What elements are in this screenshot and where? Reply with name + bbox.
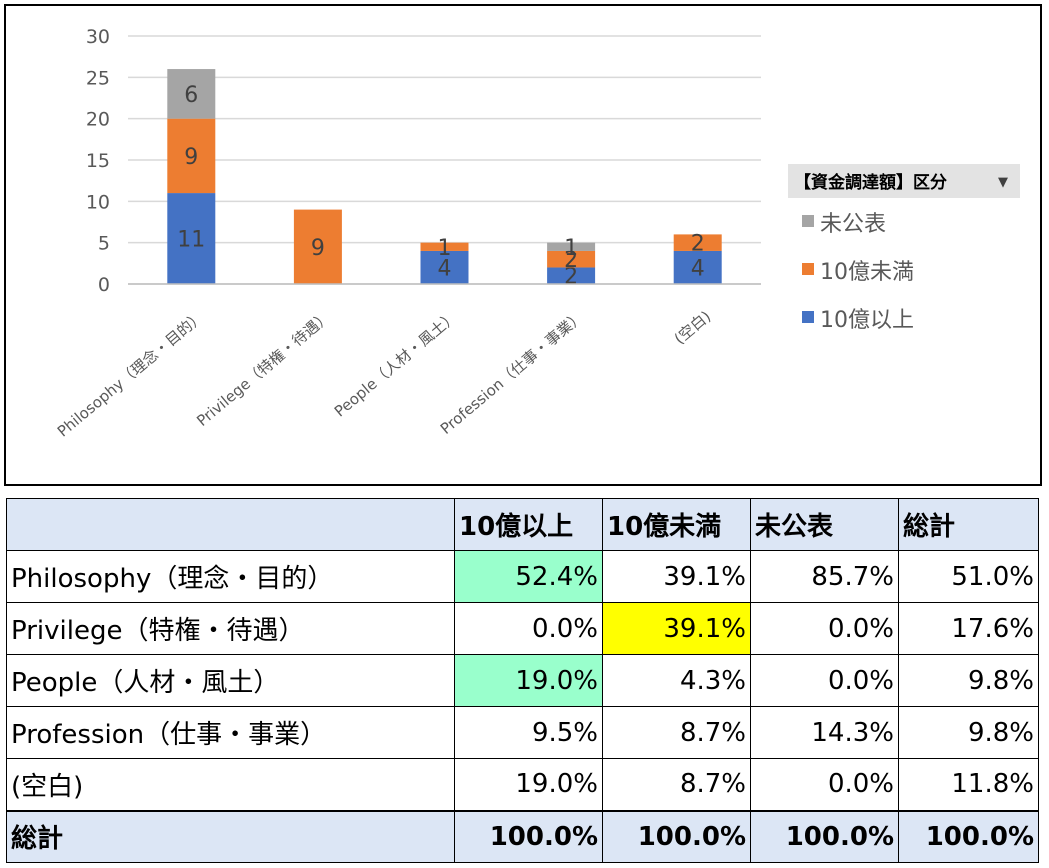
table-cell: 17.6% <box>898 602 1039 655</box>
x-tick-label: Privilege（特権・待遇） <box>193 307 334 430</box>
table-cell: 51.0% <box>898 550 1039 603</box>
table-cell: 19.0% <box>454 758 603 811</box>
data-label: 9 <box>184 145 198 170</box>
bar-segment <box>547 250 596 268</box>
legend-swatch <box>802 215 814 227</box>
y-tick-label: 0 <box>98 274 110 296</box>
legend-swatch <box>802 311 814 323</box>
bar-segment <box>167 193 216 284</box>
total-cell: 100.0% <box>602 809 751 863</box>
data-label: 2 <box>564 248 578 273</box>
data-label: 4 <box>691 256 705 281</box>
x-tick-label: Profession（仕事・事業） <box>437 307 588 438</box>
data-label: 11 <box>177 228 205 253</box>
table-cell: 9.5% <box>454 706 603 759</box>
table-cell: 0.0% <box>750 602 899 655</box>
legend-item: 10億以上 <box>820 308 914 333</box>
bar-segment <box>547 242 596 251</box>
legend-swatch <box>802 263 814 275</box>
legend-filter-button <box>788 164 1020 198</box>
table-cell: 52.4% <box>454 550 603 603</box>
legend-item: 未公表 <box>820 212 886 237</box>
table-cell: 0.0% <box>454 602 603 655</box>
data-label: 6 <box>184 83 198 108</box>
data-label: 9 <box>311 236 325 261</box>
x-tick-label: Philosophy（理念・目的） <box>54 307 208 440</box>
data-label: 1 <box>438 236 452 261</box>
bar-segment <box>167 118 216 194</box>
table-cell: 19.0% <box>454 654 603 707</box>
table-cell: 9.8% <box>898 654 1039 707</box>
bar-segment <box>293 209 342 284</box>
total-cell: 100.0% <box>750 809 899 863</box>
header-10oku-miman: 10億未満 <box>602 498 751 551</box>
table-cell: 85.7% <box>750 550 899 603</box>
pivot-chart[interactable]: 0 5 10 15 20 25 30 11 9 6 Philosophy（理念・目的） 9 Privil… <box>4 4 1042 486</box>
table-cell: 9.8% <box>898 706 1039 759</box>
table-row: Privilege（特権・待遇） 0.0% 39.1% 0.0% 17.6% <box>6 602 1039 655</box>
x-tick-label: (空白) <box>671 307 715 348</box>
header-mikouhyou: 未公表 <box>750 498 899 551</box>
table-cell: 39.1% <box>602 602 751 655</box>
row-label: Philosophy（理念・目的） <box>6 550 455 603</box>
chevron-down-icon: ▼ <box>998 175 1008 190</box>
legend-title: 【資金調達額】区分 <box>794 172 947 193</box>
header-total: 総計 <box>898 498 1039 551</box>
y-tick-label: 30 <box>86 26 110 48</box>
row-label: People（人材・風土） <box>6 654 455 707</box>
table-header-row: 10億以上 10億未満 未公表 総計 <box>6 498 1039 551</box>
table-cell: 0.0% <box>750 654 899 707</box>
table-cell: 0.0% <box>750 758 899 811</box>
y-tick-label: 5 <box>98 233 110 255</box>
x-tick-label: People（人材・風土） <box>331 307 461 420</box>
header-10oku-ijou: 10億以上 <box>454 498 603 551</box>
chart-canvas: 0510152025301196Philosophy（理念・目的）9Privil… <box>54 26 1020 441</box>
table-row: Profession（仕事・事業） 9.5% 8.7% 14.3% 9.8% <box>6 706 1039 759</box>
total-cell: 100.0% <box>454 809 603 863</box>
bar-segment <box>673 250 722 284</box>
table-cell: 8.7% <box>602 706 751 759</box>
bar-segment <box>167 69 216 119</box>
bar-segment <box>420 250 469 284</box>
bar-segment <box>673 234 722 251</box>
header-corner <box>6 498 455 551</box>
row-label: (空白) <box>6 758 455 811</box>
pivot-table: 10億以上 10億未満 未公表 総計 Philosophy（理念・目的） 52.4… <box>6 498 1039 863</box>
row-label: Profession（仕事・事業） <box>6 706 455 759</box>
table-row: Philosophy（理念・目的） 52.4% 39.1% 85.7% 51.0% <box>6 550 1039 603</box>
table-cell: 39.1% <box>602 550 751 603</box>
bar-segment <box>547 267 596 284</box>
table-cell: 14.3% <box>750 706 899 759</box>
table-cell: 4.3% <box>602 654 751 707</box>
table-row: People（人材・風土） 19.0% 4.3% 0.0% 9.8% <box>6 654 1039 707</box>
data-label: 2 <box>691 232 705 257</box>
legend-item: 10億未満 <box>820 260 914 285</box>
total-label: 総計 <box>6 809 455 863</box>
table-cell: 11.8% <box>898 758 1039 811</box>
data-label: 4 <box>438 256 452 281</box>
total-cell: 100.0% <box>898 809 1039 863</box>
y-tick-label: 10 <box>86 191 110 213</box>
row-label: Privilege（特権・待遇） <box>6 602 455 655</box>
table-cell: 8.7% <box>602 758 751 811</box>
y-tick-label: 25 <box>86 67 110 89</box>
bar-segment <box>420 242 469 251</box>
total-row: 総計 100.0% 100.0% 100.0% 100.0% <box>6 809 1039 863</box>
y-tick-label: 20 <box>86 109 110 131</box>
y-tick-label: 15 <box>86 150 110 172</box>
table-row: (空白) 19.0% 8.7% 0.0% 11.8% <box>6 758 1039 811</box>
data-label: 1 <box>564 236 578 261</box>
